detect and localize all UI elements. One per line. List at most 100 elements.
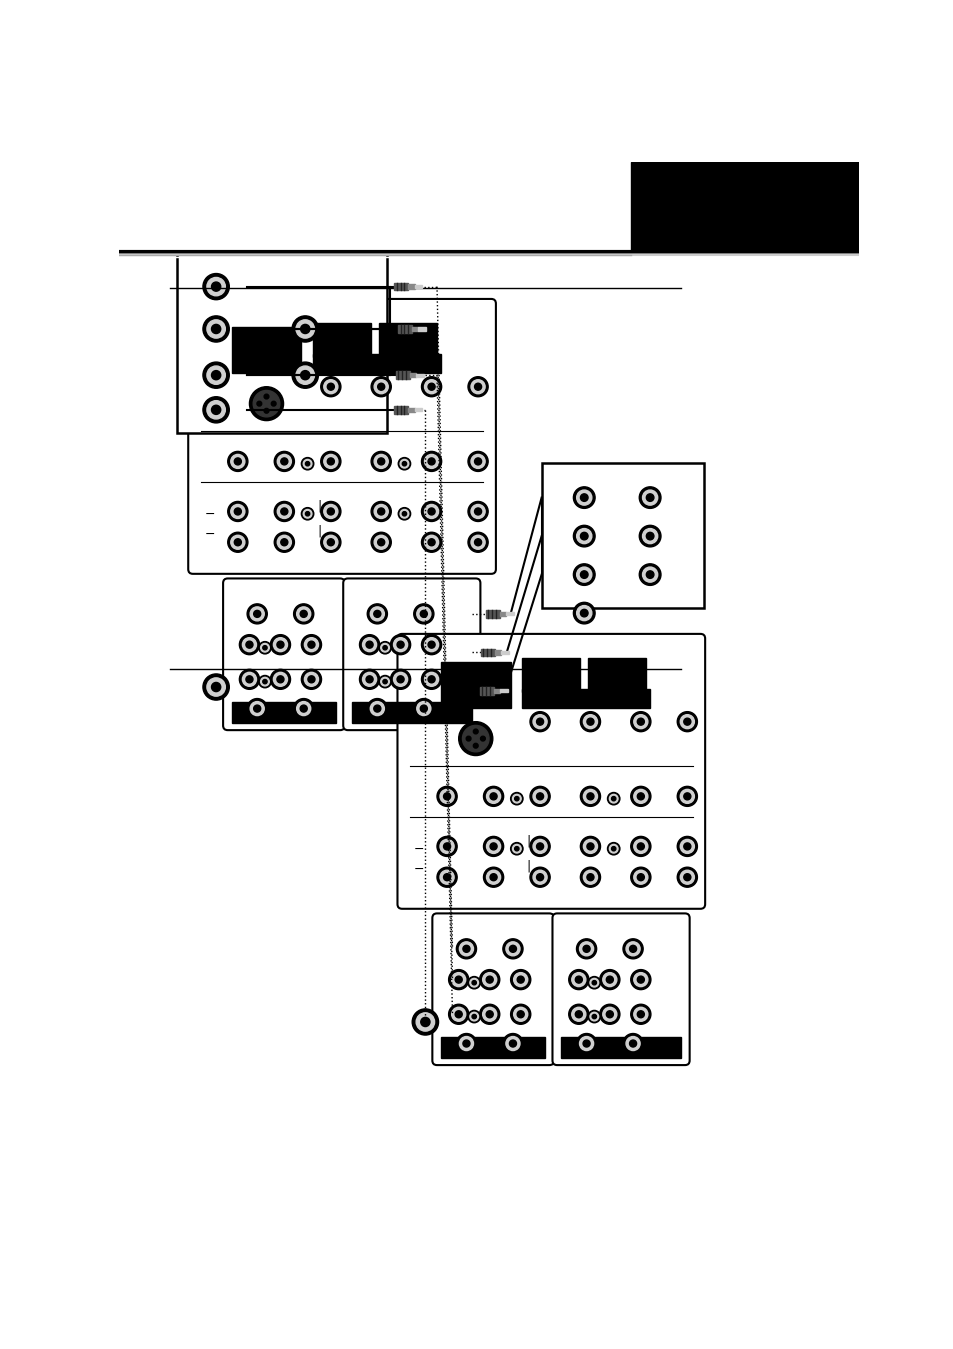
Circle shape (300, 324, 310, 333)
Circle shape (486, 1010, 493, 1017)
Circle shape (517, 977, 524, 983)
Circle shape (301, 507, 314, 519)
Circle shape (471, 536, 485, 549)
Circle shape (323, 505, 337, 518)
Circle shape (295, 320, 314, 339)
Circle shape (439, 789, 454, 804)
Circle shape (470, 978, 478, 987)
Circle shape (367, 699, 387, 719)
Circle shape (305, 461, 310, 465)
Bar (499, 611, 505, 616)
Bar (394, 283, 408, 290)
Circle shape (301, 457, 314, 469)
FancyBboxPatch shape (397, 634, 704, 909)
Circle shape (294, 604, 314, 623)
Bar (630, 162, 858, 250)
Circle shape (456, 1033, 476, 1054)
Circle shape (637, 793, 643, 800)
FancyBboxPatch shape (552, 913, 689, 1066)
Circle shape (607, 843, 619, 855)
Circle shape (443, 843, 450, 850)
Circle shape (382, 646, 387, 650)
Circle shape (260, 677, 269, 685)
Circle shape (468, 533, 488, 552)
Circle shape (374, 379, 388, 394)
Circle shape (583, 789, 597, 804)
Circle shape (402, 461, 406, 465)
Circle shape (414, 699, 434, 719)
Circle shape (592, 1014, 596, 1018)
Circle shape (451, 1008, 465, 1021)
Circle shape (366, 641, 373, 648)
Circle shape (412, 1009, 438, 1035)
Circle shape (510, 843, 522, 855)
Circle shape (630, 786, 650, 807)
Circle shape (212, 405, 220, 414)
Circle shape (274, 638, 287, 652)
Bar (440, 661, 510, 708)
Circle shape (586, 718, 594, 726)
Circle shape (247, 699, 267, 719)
Circle shape (380, 677, 389, 685)
Circle shape (568, 1004, 588, 1024)
Circle shape (327, 509, 334, 515)
Circle shape (212, 282, 220, 291)
Circle shape (380, 643, 389, 652)
Circle shape (448, 970, 468, 990)
Circle shape (374, 610, 380, 618)
Circle shape (576, 529, 591, 544)
Circle shape (277, 455, 291, 468)
Circle shape (250, 701, 264, 715)
Circle shape (239, 634, 259, 654)
Circle shape (630, 712, 650, 731)
Circle shape (451, 973, 465, 986)
Circle shape (327, 457, 334, 465)
Circle shape (677, 867, 697, 888)
Circle shape (589, 978, 598, 987)
Circle shape (397, 457, 410, 469)
Circle shape (645, 533, 653, 540)
Circle shape (436, 836, 456, 857)
Circle shape (253, 706, 260, 712)
Bar (560, 1036, 680, 1058)
Circle shape (637, 874, 643, 881)
Circle shape (234, 538, 241, 546)
Circle shape (679, 789, 694, 804)
Circle shape (509, 1040, 516, 1047)
Circle shape (502, 1033, 522, 1054)
Bar (410, 372, 416, 378)
Circle shape (625, 942, 639, 956)
Circle shape (607, 792, 619, 805)
Circle shape (609, 795, 618, 803)
Circle shape (514, 847, 518, 851)
Circle shape (300, 610, 307, 618)
Text: −: − (205, 507, 215, 521)
Circle shape (512, 795, 520, 803)
Circle shape (683, 843, 690, 850)
Bar (394, 406, 408, 414)
Circle shape (414, 604, 434, 623)
Circle shape (239, 669, 259, 689)
Circle shape (474, 383, 481, 390)
Circle shape (625, 1036, 639, 1051)
Circle shape (683, 718, 690, 726)
Bar (408, 407, 415, 413)
Circle shape (579, 533, 587, 540)
Circle shape (207, 677, 225, 696)
Circle shape (513, 973, 527, 986)
Circle shape (420, 610, 427, 618)
Circle shape (573, 487, 595, 509)
Circle shape (505, 1036, 519, 1051)
Circle shape (483, 836, 503, 857)
Circle shape (471, 379, 485, 394)
Circle shape (250, 607, 264, 621)
Circle shape (448, 1004, 468, 1024)
Circle shape (533, 870, 547, 884)
Circle shape (583, 715, 597, 728)
Circle shape (490, 843, 497, 850)
Circle shape (639, 487, 660, 509)
Circle shape (374, 536, 388, 549)
Circle shape (530, 786, 550, 807)
Circle shape (611, 796, 616, 801)
Circle shape (421, 634, 441, 654)
